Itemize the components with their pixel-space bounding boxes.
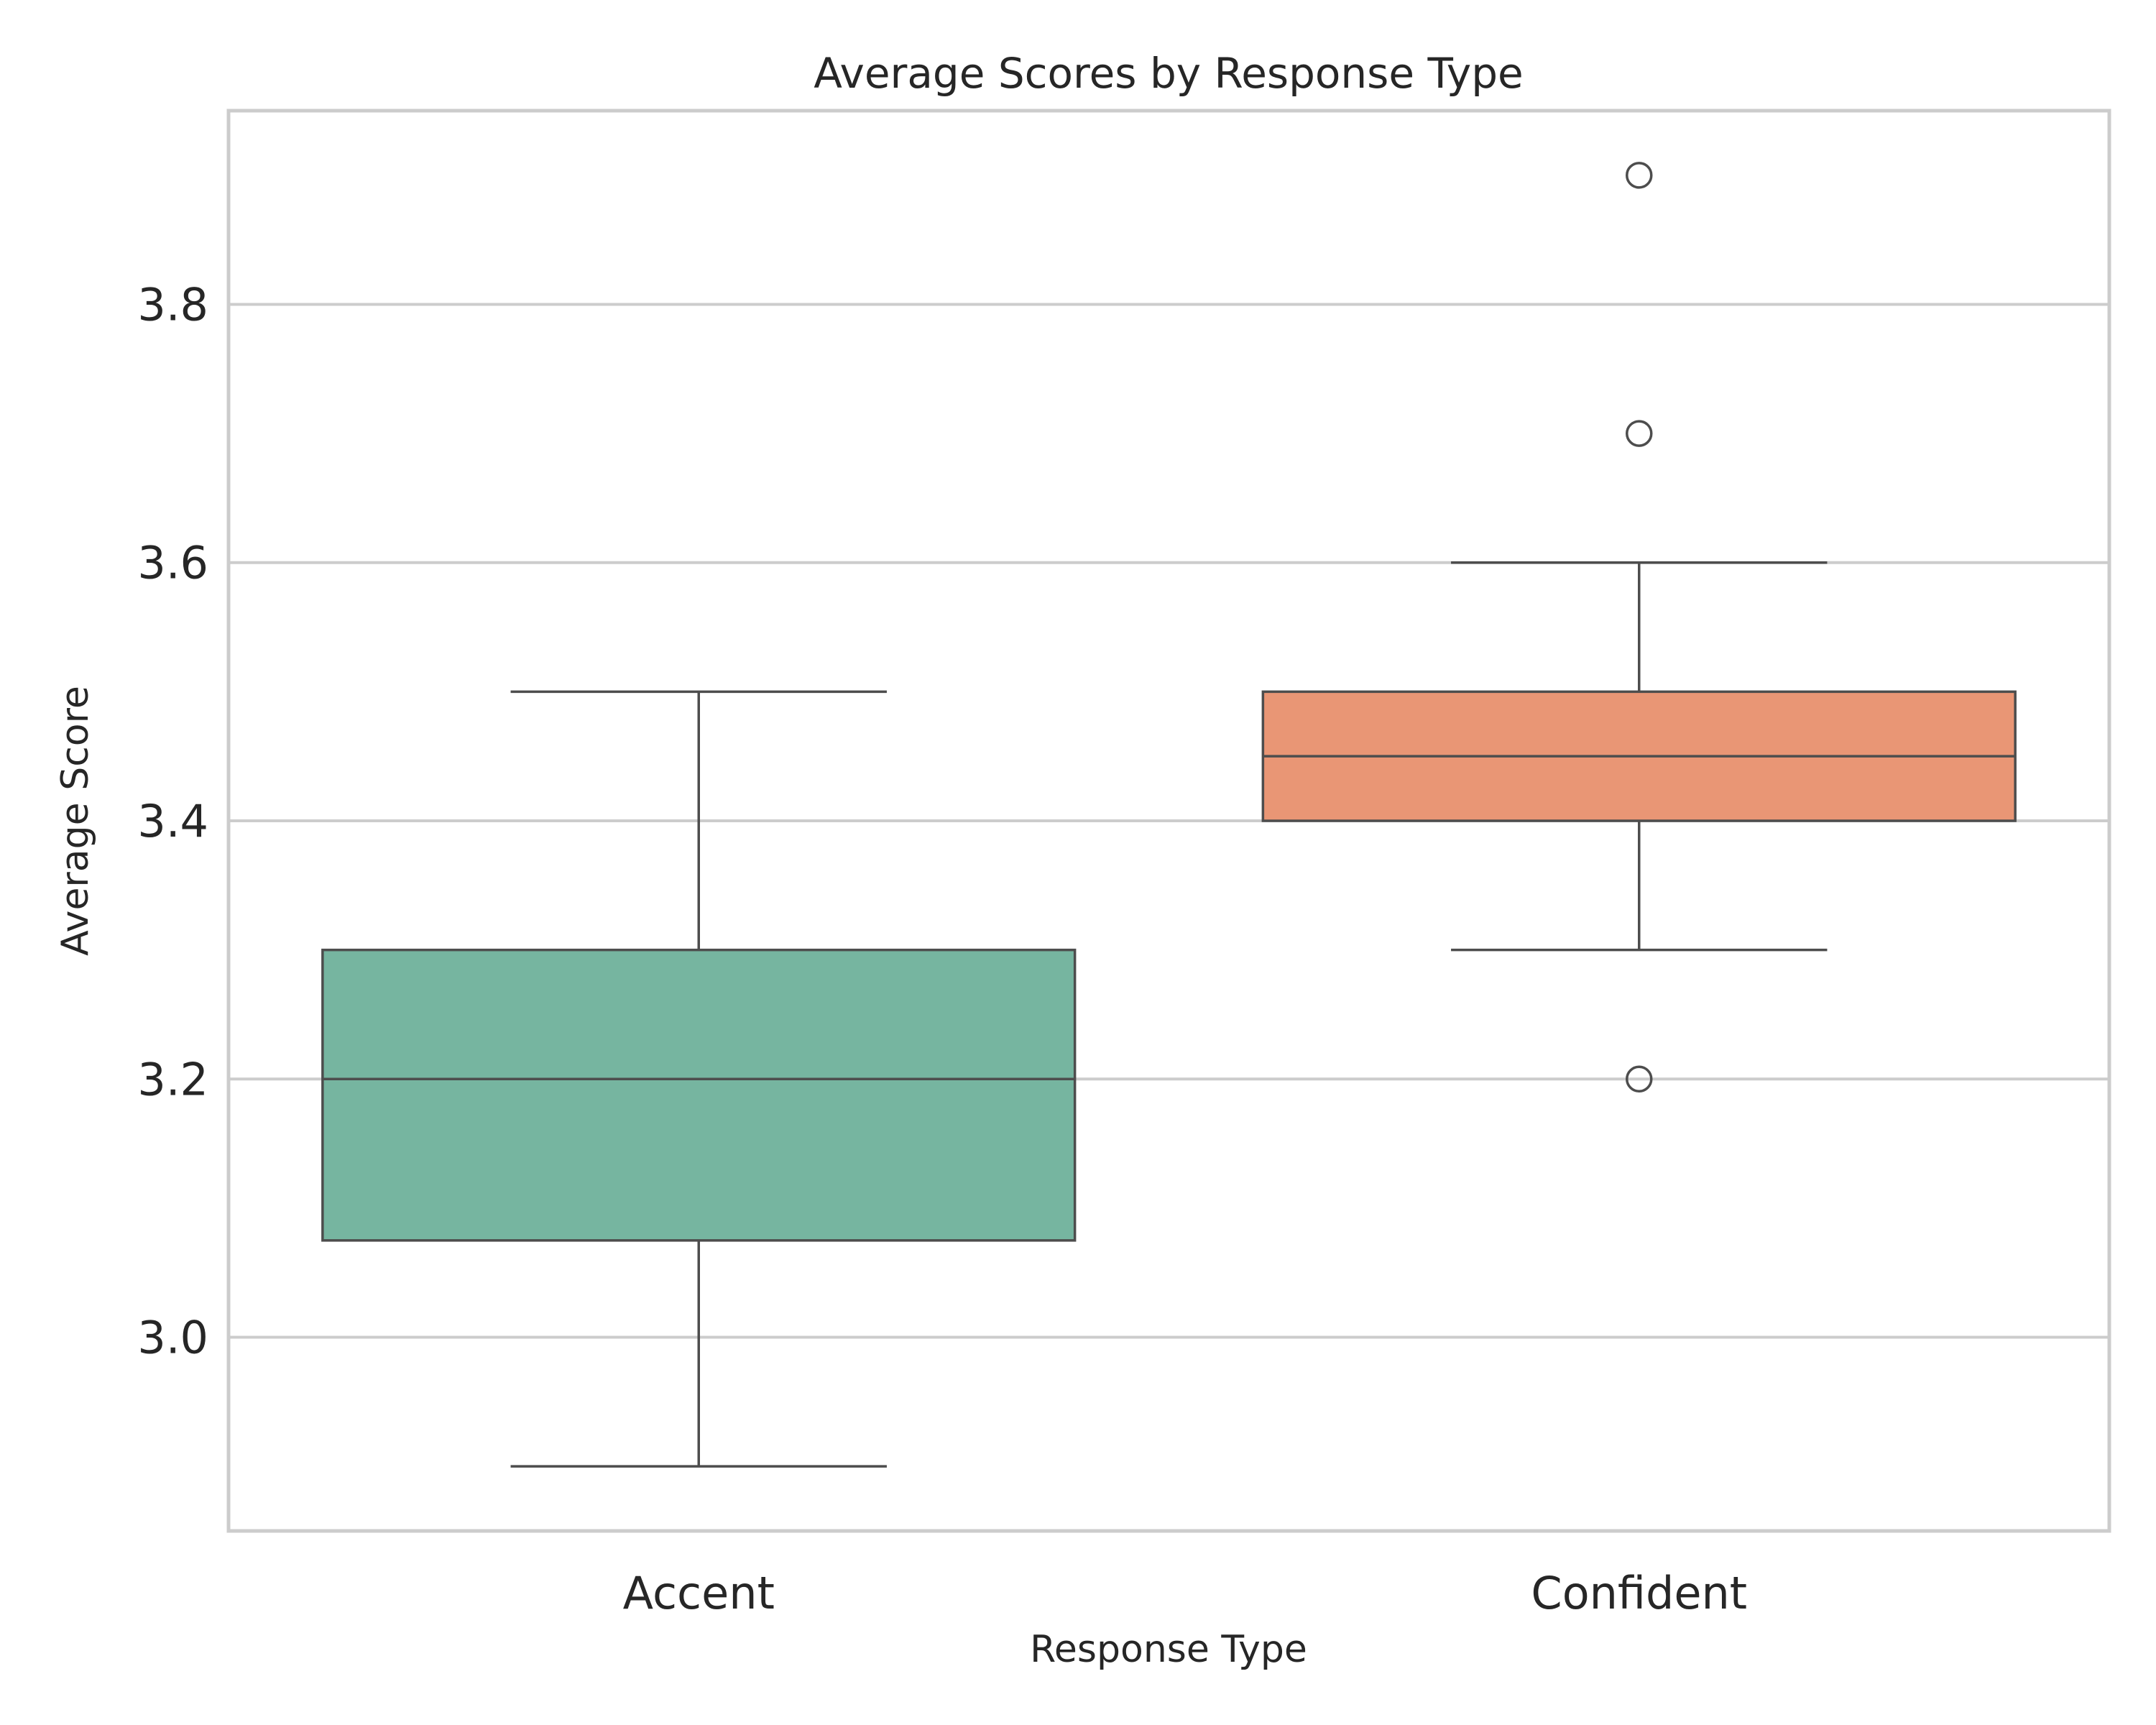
y-tick-label: 3.8 [137, 278, 208, 331]
outlier-point [1626, 1065, 1653, 1093]
outlier-point [1626, 420, 1653, 447]
box-confident [1261, 162, 2017, 1093]
outlier-point [1626, 162, 1653, 189]
x-tick-label: Accent [623, 1567, 775, 1619]
plot-frame [226, 109, 2111, 1533]
chart-title: Average Scores by Response Type [814, 49, 1524, 98]
y-tick-label: 3.4 [137, 795, 208, 847]
y-tick-label: 3.6 [137, 537, 208, 589]
boxes-group [321, 162, 2017, 1468]
x-tick-label: Confident [1531, 1567, 1747, 1619]
y-tick-label: 3.0 [137, 1312, 208, 1364]
box-body [321, 948, 1077, 1242]
x-axis-ticks: Accent Confident [623, 1567, 1747, 1619]
y-tick-label: 3.2 [137, 1053, 208, 1105]
y-axis-label: Average Score [54, 686, 97, 956]
x-axis-label: Response Type [1030, 1628, 1307, 1671]
box-accent [321, 690, 1077, 1468]
y-axis-ticks: 3.0 3.2 3.4 3.6 3.8 [137, 278, 208, 1363]
